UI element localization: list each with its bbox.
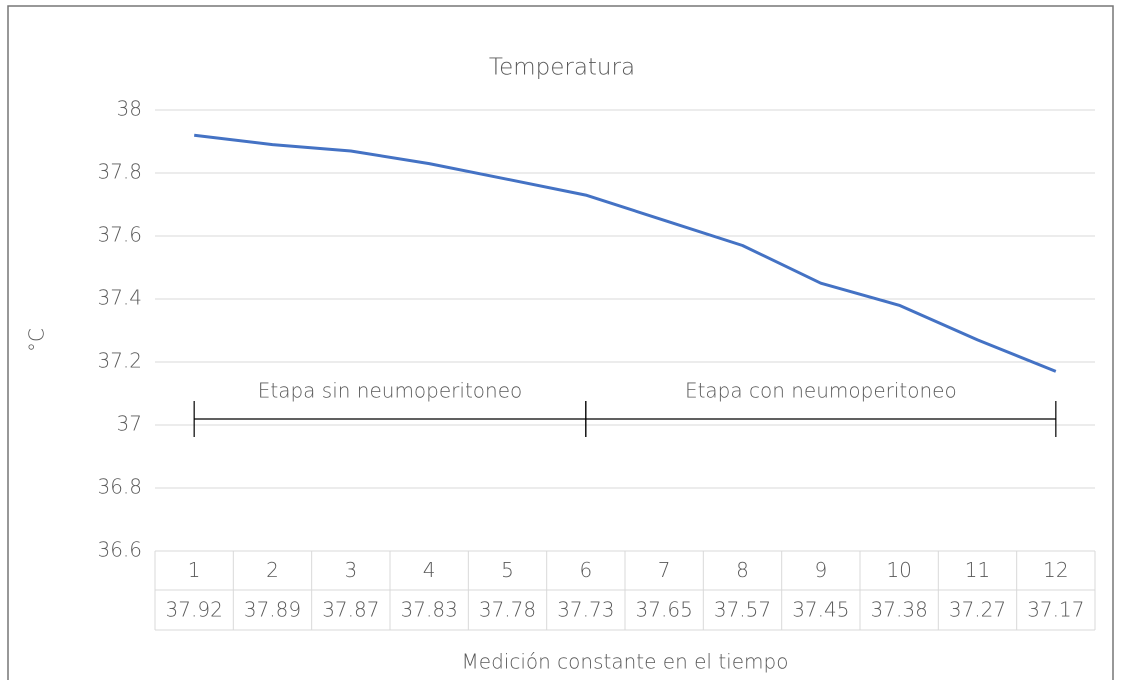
table-value: 37.27	[949, 598, 1006, 622]
x-tick-label: 5	[501, 558, 514, 582]
y-tick-label: 36.6	[97, 538, 142, 562]
line-series	[194, 133, 1057, 373]
x-tick-label: 10	[886, 558, 911, 582]
x-tick-label: 4	[423, 558, 436, 582]
table-value: 37.87	[322, 598, 379, 622]
table-value: 37.83	[401, 598, 458, 622]
y-tick-label: 36.8	[97, 475, 142, 499]
annotation: Etapa con neumoperitoneo	[685, 379, 957, 403]
x-tick-label: 1	[188, 558, 201, 582]
y-tick-label: 37.4	[97, 286, 142, 310]
chart-border	[7, 5, 1114, 680]
x-tick-label: 2	[266, 558, 279, 582]
x-tick-label: 3	[344, 558, 357, 582]
table-value: 37.17	[1027, 598, 1084, 622]
y-tick-label: 37.6	[97, 223, 142, 247]
table-value: 37.38	[871, 598, 928, 622]
annotation: Etapa sin neumoperitoneo	[258, 379, 523, 403]
x-axis-label: Medición constante en el tiempo	[462, 650, 789, 674]
x-tick-label: 12	[1043, 558, 1068, 582]
table-value: 37.45	[792, 598, 849, 622]
table-value: 37.92	[166, 598, 223, 622]
y-tick-label: 37	[117, 412, 142, 436]
table-value: 37.78	[479, 598, 536, 622]
x-tick-label: 6	[579, 558, 592, 582]
y-tick-label: 37.2	[97, 349, 142, 373]
table-value: 37.57	[714, 598, 771, 622]
x-tick-label: 7	[658, 558, 671, 582]
y-tick-label: 37.8	[97, 160, 142, 184]
x-tick-label: 8	[736, 558, 749, 582]
y-axis-label: °C	[25, 328, 49, 352]
y-tick-label: 38	[117, 97, 142, 121]
chart-title: Temperatura	[489, 55, 635, 81]
table-value: 37.89	[244, 598, 301, 622]
x-tick-label: 9	[814, 558, 827, 582]
x-tick-label: 11	[965, 558, 990, 582]
table-value: 37.73	[557, 598, 614, 622]
table-value: 37.65	[636, 598, 693, 622]
